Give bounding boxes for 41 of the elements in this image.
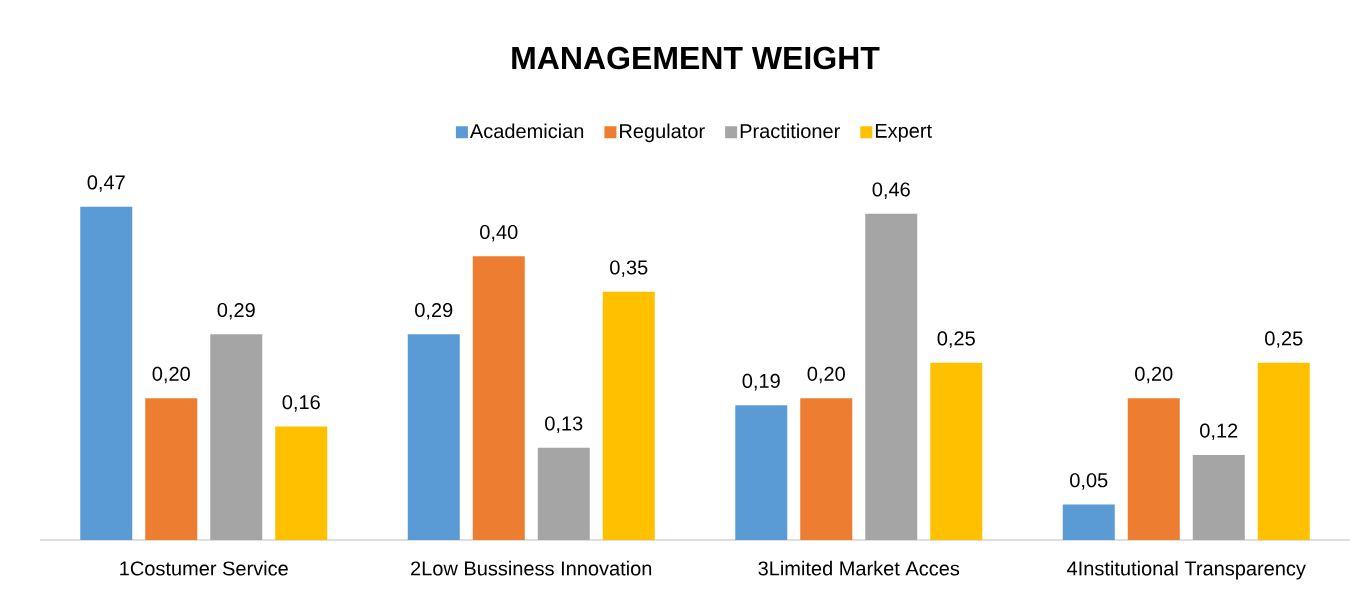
data-label: 0,19 bbox=[742, 373, 780, 391]
data-label: 0,05 bbox=[1070, 473, 1108, 490]
bar bbox=[1127, 398, 1180, 540]
data-label: 0,40 bbox=[480, 224, 518, 242]
bar bbox=[1062, 504, 1115, 540]
data-label: 0,35 bbox=[610, 260, 648, 277]
data-label: 0,25 bbox=[1265, 331, 1303, 348]
legend-label: Practitioner bbox=[740, 123, 840, 139]
data-label: 0,12 bbox=[1200, 423, 1238, 441]
bar bbox=[407, 334, 460, 540]
bar bbox=[1192, 454, 1245, 540]
data-label: 0,20 bbox=[1135, 366, 1173, 384]
data-label: 0,25 bbox=[937, 331, 975, 348]
data-label: 0,13 bbox=[545, 416, 583, 433]
bar bbox=[472, 256, 525, 540]
chart-title: MANAGEMENT WEIGHT bbox=[512, 46, 880, 70]
legend-label: Academician bbox=[469, 123, 584, 139]
bar bbox=[275, 426, 328, 540]
data-label: 0,20 bbox=[152, 366, 190, 384]
legend-label: Regulator bbox=[620, 123, 705, 143]
x-tick-label: 3Limited Market Acces bbox=[758, 560, 960, 576]
bar bbox=[735, 405, 788, 540]
bar bbox=[800, 398, 853, 540]
bar bbox=[865, 213, 918, 540]
x-tick-label: 4Institutional Transparency bbox=[1067, 560, 1306, 580]
bar bbox=[930, 362, 983, 540]
bar bbox=[80, 206, 133, 540]
data-label: 0,16 bbox=[282, 395, 320, 412]
data-label: 0,20 bbox=[807, 366, 845, 384]
x-tick-label: 2Low Bussiness Innovation bbox=[411, 560, 652, 576]
bar bbox=[537, 447, 590, 540]
bar bbox=[1257, 362, 1310, 540]
x-tick-label: 1Costumer Service bbox=[120, 560, 288, 576]
data-label: 0,46 bbox=[872, 182, 910, 199]
data-label: 0,47 bbox=[87, 175, 125, 192]
data-label: 0,29 bbox=[217, 302, 255, 320]
bar bbox=[602, 291, 655, 540]
data-label: 0,29 bbox=[415, 302, 453, 320]
bar bbox=[210, 334, 263, 540]
bar bbox=[145, 398, 198, 540]
legend-label: Expert bbox=[875, 123, 932, 142]
